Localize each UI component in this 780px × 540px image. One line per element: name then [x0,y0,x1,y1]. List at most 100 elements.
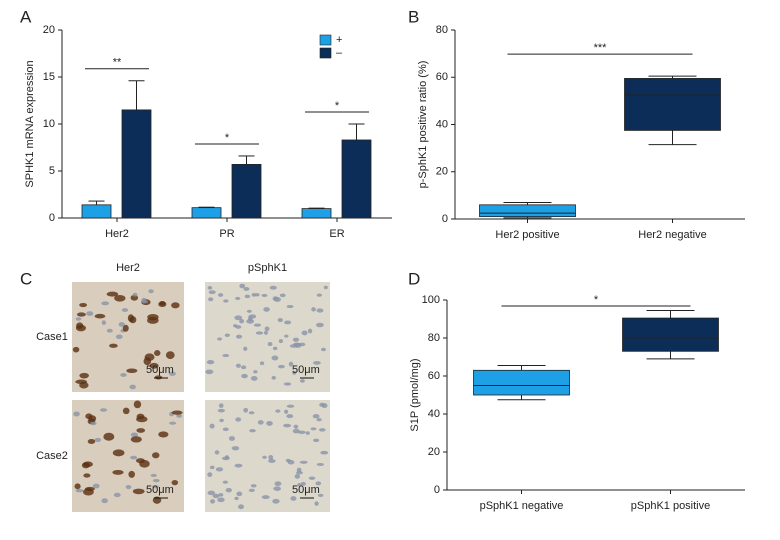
box [479,204,576,218]
y-axis-label: p-SphK1 positive ratio (%) [417,61,429,189]
cell-nucleus [208,290,216,295]
cell-nucleus [86,311,94,316]
cell-nucleus [316,322,324,328]
cell-nucleus [206,359,215,365]
cell-nucleus [272,296,279,301]
y-tick-label: 40 [436,118,448,130]
cell-nucleus [320,450,329,455]
column-label: Her2 [116,262,140,274]
legend-swatch [319,34,332,46]
cell-nucleus [130,436,142,443]
cell-nucleus [235,296,241,301]
scale-label: 50μm [146,484,174,496]
cell-nucleus [284,334,289,338]
cell-nucleus [101,301,110,306]
cell-nucleus [312,414,320,419]
cell-nucleus [79,381,89,389]
cell-nucleus [234,496,239,501]
cell-nucleus [300,481,306,486]
cell-nucleus [114,294,126,302]
significance-label: ** [113,57,122,69]
cell-nucleus [272,498,280,504]
cell-nucleus [243,407,249,413]
bar [191,207,222,219]
x-tick-label: Her2 [105,228,129,240]
cell-nucleus [171,302,180,309]
cell-nucleus [73,411,80,417]
cell-nucleus [132,488,145,495]
cell-nucleus [283,382,292,386]
cell-nucleus [279,293,286,298]
cell-nucleus [79,302,88,308]
cell-nucleus [144,353,155,361]
cell-nucleus [287,459,295,465]
cell-nucleus [316,417,322,422]
cell-nucleus [314,501,319,506]
cell-nucleus [222,354,230,358]
legend-label: + [336,34,342,46]
cell-nucleus [112,469,124,475]
cell-nucleus [273,486,281,491]
cell-nucleus [125,484,132,490]
cell-nucleus [152,452,160,459]
cell-nucleus [235,334,243,339]
cell-nucleus [316,308,324,313]
cell-nucleus [233,324,238,328]
y-tick-label: 80 [436,24,448,36]
cell-nucleus [299,379,305,383]
bar [81,204,112,219]
cell-nucleus [278,339,283,344]
cell-nucleus [269,285,277,290]
cell-nucleus [122,324,129,332]
cell-nucleus [152,485,159,489]
y-tick-label: 0 [49,212,55,224]
cell-nucleus [207,472,213,477]
cell-nucleus [250,376,258,381]
cell-nucleus [158,431,169,438]
y-tick-label: 15 [43,71,55,83]
cell-nucleus [284,320,292,325]
cell-nucleus [283,423,292,428]
cell-nucleus [241,373,248,379]
cell-nucleus [222,480,229,484]
cell-nucleus [209,423,215,429]
cell-nucleus [250,484,257,488]
cell-nucleus [215,467,224,472]
cell-nucleus [267,341,273,347]
significance-label: * [335,100,340,112]
significance-label: * [594,294,599,306]
bar [121,109,152,219]
cell-nucleus [158,301,167,308]
cell-nucleus [228,436,235,441]
cell-nucleus [316,462,325,467]
cell-nucleus [217,337,223,341]
cell-nucleus [262,455,267,459]
cell-nucleus [94,313,106,319]
cell-nucleus [218,493,224,497]
cell-nucleus [154,350,161,357]
cell-nucleus [305,431,310,435]
y-tick-label: 20 [428,446,440,458]
cell-nucleus [209,465,215,470]
cell-nucleus [288,361,294,367]
cell-nucleus [244,294,251,299]
cell-nucleus [147,313,159,321]
cell-nucleus [148,289,154,294]
cell-nucleus [217,408,225,413]
cell-nucleus [171,480,179,486]
cell-nucleus [320,347,326,352]
bar [301,208,332,219]
cell-nucleus [264,326,270,332]
box [473,369,570,396]
y-axis-label: S1P (pmol/mg) [409,358,421,431]
row-label: Case2 [36,450,68,462]
bar [341,139,372,219]
cell-nucleus [87,438,96,444]
cell-nucleus [294,342,302,348]
cell-nucleus [296,471,303,475]
panel-letter: C [20,269,32,288]
cell-nucleus [126,368,138,374]
cell-nucleus [120,373,127,377]
scale-label: 50μm [292,484,320,496]
cell-nucleus [74,483,81,490]
